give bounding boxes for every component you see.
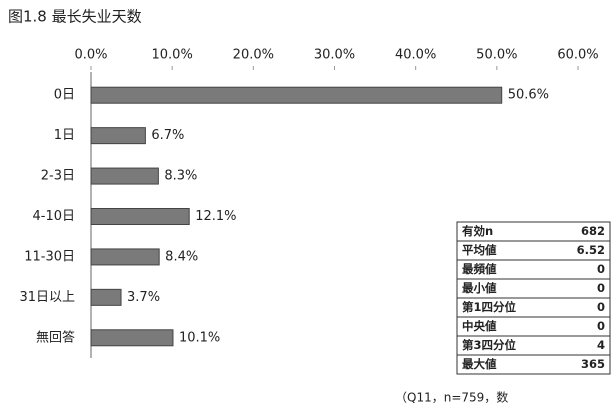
table-value: 0 [597,262,605,276]
table-label: 最小値 [462,281,497,295]
y-tick-label: 31日以上 [19,290,75,305]
table-value: 682 [581,224,605,238]
y-tick-label: 無回答 [36,329,75,345]
bar [90,288,122,306]
table-label: 平均値 [462,243,497,257]
y-tick-label: 2-3日 [41,169,75,184]
value-label: 10.1% [179,330,220,345]
y-tick-label: 0日 [54,88,75,103]
table-label: 中央値 [462,319,497,333]
stats-table: 有効n 682 平均値 6.52 最頻値 0 最小値 0 第1四分位 0 中央値 0 第3四分位 4 最大値… [456,221,611,375]
x-tick-label: 30.0% [314,48,355,63]
value-label: 8.3% [164,169,197,184]
value-label: 50.6% [508,88,549,103]
y-tick-label: 4-10日 [32,209,75,224]
table-value: 365 [581,357,605,371]
x-tick-label: 20.0% [233,48,274,63]
bar [90,167,159,185]
value-label: 6.7% [151,128,184,143]
x-tick-label: 10.0% [152,48,193,63]
table-value: 0 [597,281,605,295]
table-value: 0 [597,319,605,333]
table-value: 0 [597,300,605,314]
table-label: 最大値 [462,357,497,371]
bar [90,86,503,104]
table-value: 6.52 [577,243,605,257]
x-tick-label: 0.0% [74,48,107,63]
x-tick-label: 50.0% [476,48,517,63]
value-label: 12.1% [195,209,236,224]
chart-title: 图1.8 最长失业天数 [8,8,142,26]
table-label: 最頻値 [462,262,497,276]
table-value: 4 [597,338,605,352]
bar [90,248,160,266]
footnote: （Q11，n=759，数 [395,390,508,405]
bar [90,127,146,145]
x-tick-label: 40.0% [395,48,436,63]
value-label: 8.4% [165,249,198,264]
y-tick-label: 11-30日 [24,249,75,264]
value-label: 3.7% [127,290,160,305]
table-label: 第3四分位 [462,338,517,352]
table-label: 有効n [462,224,493,238]
x-tick-label: 60.0% [557,48,598,63]
y-tick-label: 1日 [54,128,75,143]
table-label: 第1四分位 [462,300,517,314]
bar [90,329,174,347]
bar [90,208,190,225]
